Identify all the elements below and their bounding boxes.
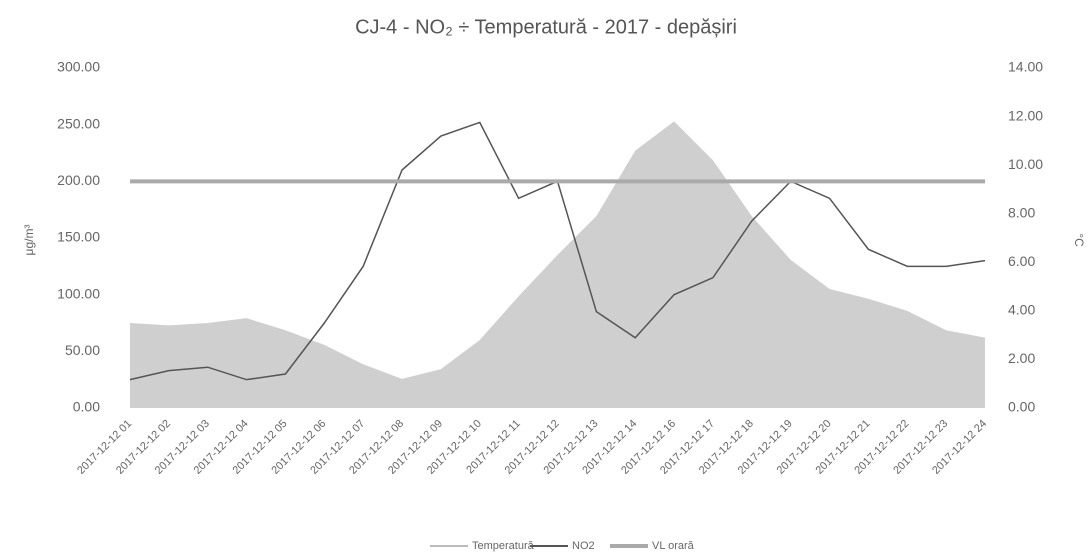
area <box>130 121 985 408</box>
y-tick-label: 200.00 <box>57 172 100 188</box>
y-tick-label: 250.00 <box>57 115 100 131</box>
y2-axis-title: °C <box>1072 233 1086 247</box>
y2-tick-label: 8.00 <box>1008 204 1035 220</box>
y2-tick-label: 10.00 <box>1008 156 1043 172</box>
y-tick-label: 100.00 <box>57 285 100 301</box>
y-tick-label: 0.00 <box>73 399 100 415</box>
legend-label: NO2 <box>572 540 595 552</box>
y-tick-label: 50.00 <box>65 342 100 358</box>
y-tick-label: 150.00 <box>57 229 100 245</box>
y2-tick-label: 12.00 <box>1008 107 1043 123</box>
legend-label: VL orară <box>652 540 695 552</box>
y-tick-label: 300.00 <box>57 59 100 75</box>
y2-tick-label: 4.00 <box>1008 302 1035 318</box>
legend-label: Temperatură <box>472 540 535 552</box>
y2-tick-label: 6.00 <box>1008 253 1035 269</box>
y2-tick-label: 14.00 <box>1008 59 1043 75</box>
y2-tick-label: 0.00 <box>1008 399 1035 415</box>
chart-title: CJ-4 - NO₂ ÷ Temperatură - 2017 - depăși… <box>355 16 737 38</box>
y2-tick-label: 2.00 <box>1008 350 1035 366</box>
y-axis-title: μg/m³ <box>22 225 36 256</box>
